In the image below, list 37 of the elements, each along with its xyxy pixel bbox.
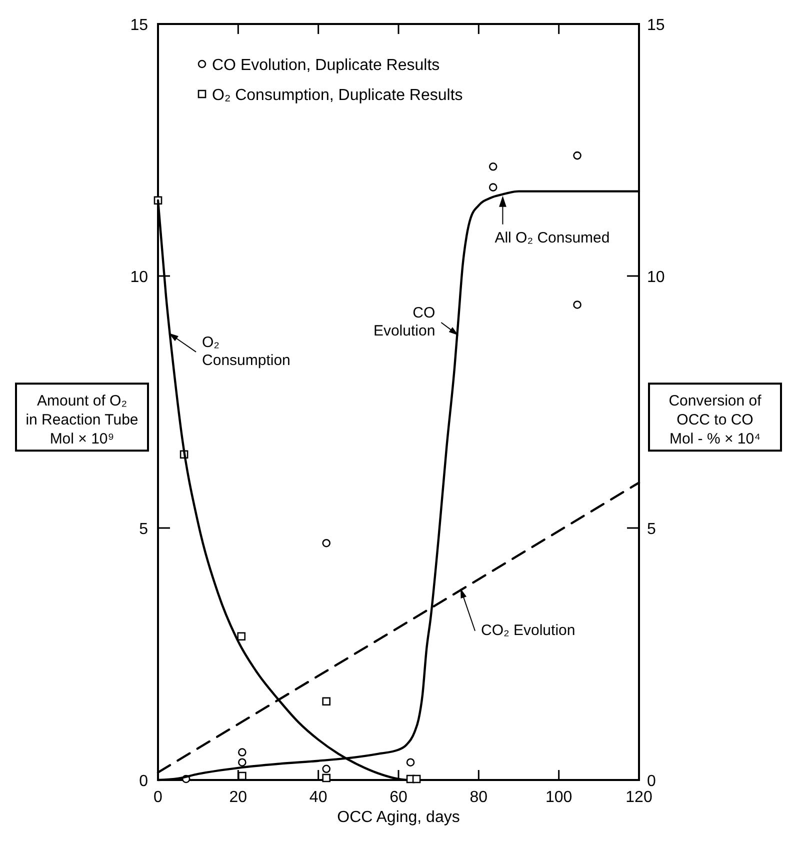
legend-label: CO Evolution, Duplicate Results (212, 57, 440, 74)
y-tick-label: 5 (139, 521, 148, 538)
point (406, 758, 415, 767)
x-axis-title: OCC Aging, days (337, 809, 460, 826)
y-tick-label: 15 (130, 17, 148, 34)
y2-tick-label: 10 (647, 269, 665, 286)
point (238, 748, 246, 756)
legend-label: O₂ Consumption, Duplicate Results (212, 87, 463, 104)
annotation: All O₂ Consumed (494, 229, 610, 246)
y2-tick-label: 5 (647, 521, 656, 538)
y-axis-title: Amount of O₂ in Reaction Tube Mol × 10⁹ (26, 392, 138, 448)
point (573, 151, 582, 160)
point (322, 538, 330, 548)
point (573, 300, 582, 309)
x-tick-label: 80 (470, 789, 488, 806)
point (237, 632, 246, 641)
y-tick-label: 0 (139, 773, 148, 790)
x-tick-label: 100 (545, 789, 572, 806)
point (322, 764, 330, 774)
y-tick-label: 10 (130, 269, 148, 286)
y2-tick-label: 15 (647, 17, 665, 34)
point (412, 774, 421, 784)
y2-axis-title: Conversion of OCC to CO Mol - % × 10⁴ (668, 392, 762, 448)
text: CO₂ Evolution (481, 622, 576, 639)
x-tick-label: 0 (154, 789, 163, 806)
x-tick-label: 120 (626, 789, 652, 806)
legend-label: O₂ Consumption (202, 334, 290, 369)
point (488, 183, 498, 192)
x-tick-label: 20 (229, 789, 248, 806)
series-label: CO Evolution (373, 304, 436, 340)
point (322, 774, 330, 782)
x-tick-label: 60 (390, 789, 408, 806)
point (488, 162, 498, 171)
x-tick-label: 40 (309, 789, 328, 806)
point (322, 697, 330, 706)
point (238, 758, 246, 767)
y2-tick-label: 0 (647, 773, 656, 790)
